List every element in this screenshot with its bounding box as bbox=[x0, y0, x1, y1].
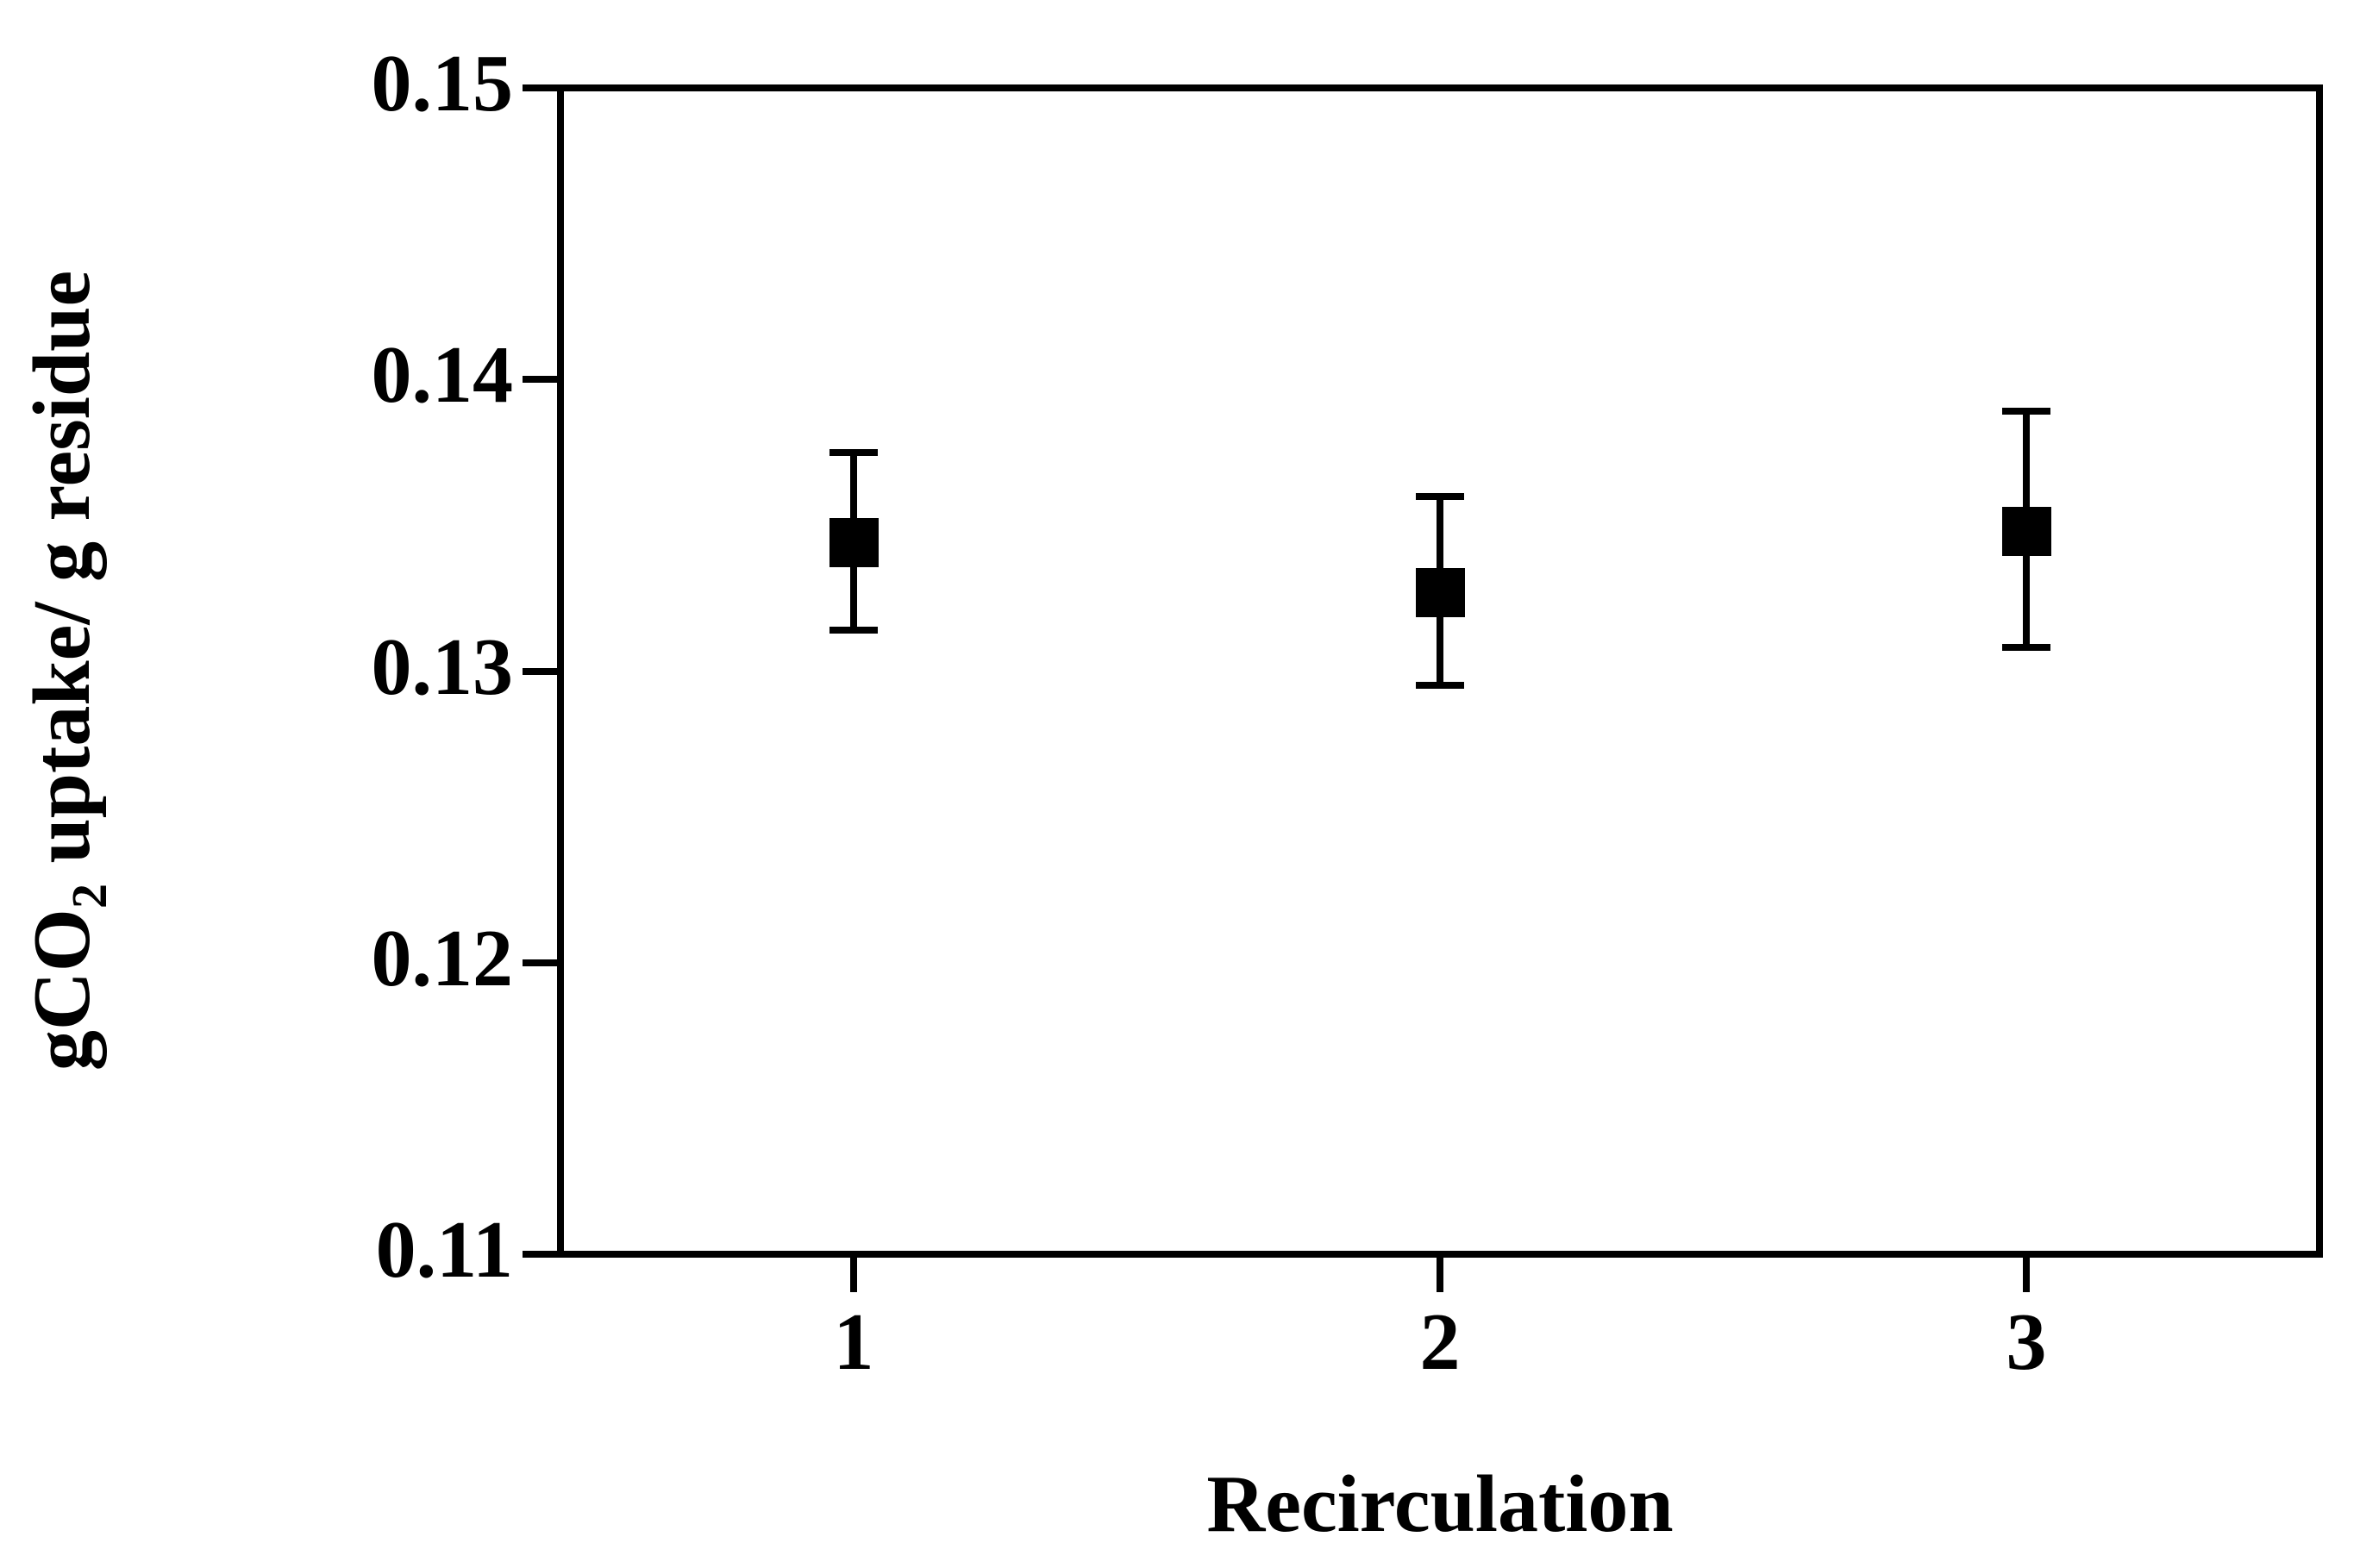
data-point-marker bbox=[1415, 567, 1465, 617]
y-tick-mark bbox=[523, 1251, 557, 1258]
x-tick-label: 3 bbox=[2006, 1297, 2047, 1387]
y-tick-label: 0.13 bbox=[371, 622, 514, 712]
y-tick-label: 0.12 bbox=[371, 913, 514, 1003]
y-axis-title-text: uptake/ g residue bbox=[17, 270, 107, 884]
y-tick-label: 0.14 bbox=[371, 330, 514, 421]
x-tick-mark bbox=[1437, 1258, 1443, 1292]
error-bar-cap-bottom bbox=[1416, 682, 1464, 690]
x-tick-mark bbox=[850, 1258, 857, 1292]
y-tick-mark bbox=[523, 84, 557, 91]
y-axis-title-text: gCO bbox=[17, 909, 107, 1071]
y-tick-mark bbox=[523, 667, 557, 675]
error-bar-cap-bottom bbox=[2002, 644, 2050, 652]
y-tick-label: 0.11 bbox=[375, 1205, 513, 1295]
x-tick-mark bbox=[2023, 1258, 2030, 1292]
x-axis-title: Recirculation bbox=[1206, 1459, 1674, 1549]
error-bar-cap-top bbox=[829, 448, 878, 456]
x-tick-label: 2 bbox=[1419, 1297, 1461, 1387]
y-axis-title: gCO2 uptake/ g residue bbox=[17, 271, 117, 1071]
y-tick-mark bbox=[523, 376, 557, 384]
y-axis-title-subscript: 2 bbox=[60, 884, 117, 909]
plot-area-border bbox=[557, 84, 2323, 1258]
error-bar-cap-bottom bbox=[829, 627, 878, 634]
error-bar-cap-top bbox=[1416, 492, 1464, 500]
y-tick-mark bbox=[523, 959, 557, 966]
x-tick-label: 1 bbox=[833, 1297, 874, 1387]
data-point-marker bbox=[829, 518, 879, 568]
y-tick-label: 0.15 bbox=[371, 39, 514, 128]
data-point-marker bbox=[2001, 506, 2051, 556]
error-bar-cap-top bbox=[2002, 408, 2050, 415]
